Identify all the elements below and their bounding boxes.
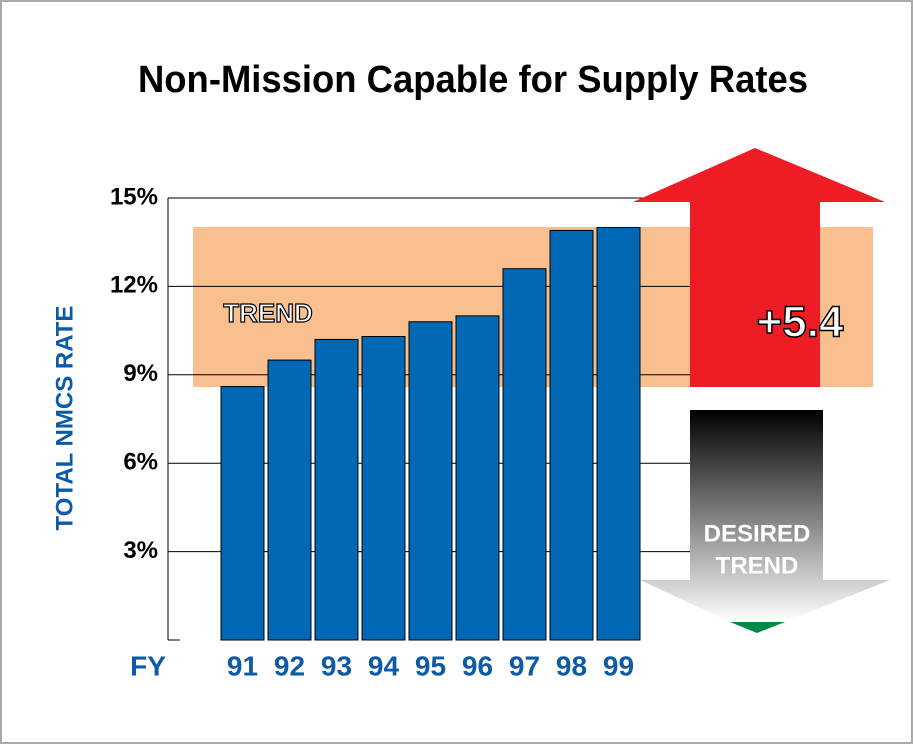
x-axis-title: FY [130,650,166,681]
x-tick-label: 98 [556,650,587,681]
bars [220,226,641,641]
up-arrow [633,148,885,387]
down-arrow-tip [730,622,785,633]
bar [408,321,453,641]
down-arrow [640,410,890,622]
desired-label: TREND [716,552,799,579]
x-tick-label: 97 [509,650,540,681]
y-tick-label: 6% [123,449,158,476]
x-tick-label: 93 [321,650,352,681]
x-tick-label: 94 [368,650,400,681]
bar [314,338,359,641]
bar [267,359,312,641]
x-tick-label: 91 [227,650,258,681]
y-tick-label: 9% [123,360,158,387]
bar [361,335,406,641]
bar [220,386,265,641]
x-tick-label: 92 [274,650,305,681]
change-label: +5.4 [757,298,844,347]
trend-label: TREND [223,298,313,328]
x-tick-label: 96 [462,650,493,681]
x-tick-label: 99 [603,650,634,681]
x-tick-label: 95 [415,650,446,681]
chart-title: Non-Mission Capable for Supply Rates [138,59,808,101]
bar [502,268,547,641]
bar [549,229,594,641]
y-tick-label: 15% [110,183,158,210]
y-tick-label: 3% [123,537,158,564]
y-tick-label: 12% [110,272,158,299]
bar [455,315,500,641]
desired-label: DESIRED [704,520,811,547]
bar [596,226,641,641]
y-axis-title: TOTAL NMCS RATE [51,306,78,531]
